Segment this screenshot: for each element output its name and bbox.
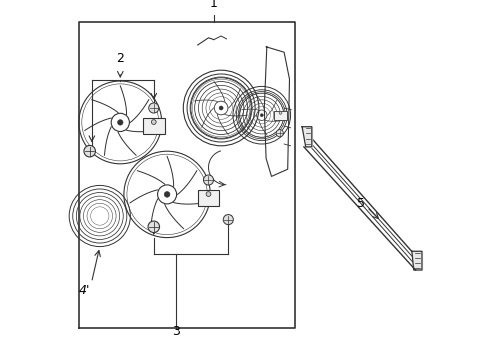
Circle shape <box>84 145 95 157</box>
Circle shape <box>279 112 281 114</box>
Bar <box>273 111 286 120</box>
Bar <box>142 118 164 134</box>
Polygon shape <box>302 127 311 147</box>
Circle shape <box>117 120 123 125</box>
Text: 1: 1 <box>209 0 217 10</box>
Polygon shape <box>411 251 421 270</box>
Circle shape <box>148 103 159 113</box>
Circle shape <box>219 106 223 110</box>
Text: 2: 2 <box>116 52 124 65</box>
Text: 4': 4' <box>79 284 90 297</box>
Circle shape <box>223 215 233 225</box>
Circle shape <box>148 221 159 233</box>
Circle shape <box>203 175 213 185</box>
Circle shape <box>276 130 283 137</box>
Circle shape <box>164 192 170 197</box>
Circle shape <box>151 120 156 125</box>
Text: 3: 3 <box>172 325 180 338</box>
Circle shape <box>260 114 263 117</box>
Bar <box>197 190 219 206</box>
Circle shape <box>206 192 210 197</box>
Text: 5: 5 <box>357 197 365 210</box>
